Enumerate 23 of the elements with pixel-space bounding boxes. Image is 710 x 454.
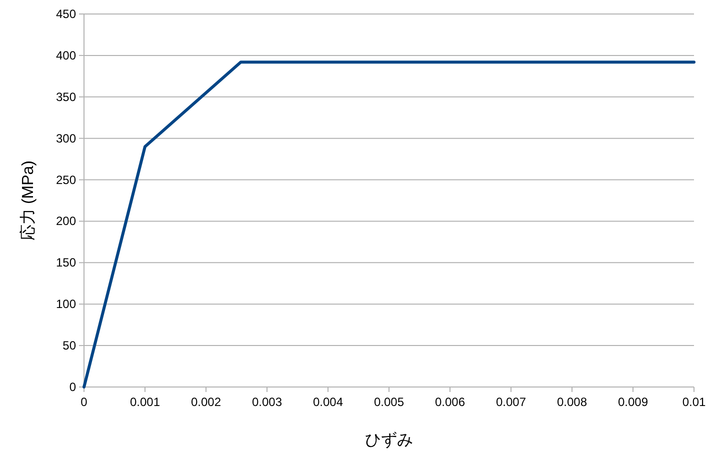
x-tick-label: 0.009 — [618, 395, 648, 409]
y-axis-title: 応力 (MPa) — [19, 160, 37, 240]
y-tick-label: 250 — [56, 172, 76, 187]
x-tick-label: 0.005 — [374, 395, 404, 409]
x-tick-label: 0.006 — [434, 395, 466, 409]
y-tick-label: 50 — [62, 338, 76, 353]
x-tick-label: 0.001 — [130, 395, 160, 409]
y-tick-label: 450 — [56, 7, 76, 21]
y-tick-label: 150 — [56, 256, 76, 270]
y-tick-label: 350 — [56, 90, 76, 104]
y-tick-label: 100 — [56, 297, 76, 312]
x-tick-label: 0.002 — [190, 395, 222, 409]
x-tick-label: 0.01 — [682, 395, 706, 409]
x-tick-label: 0.004 — [312, 395, 344, 409]
x-tick-label: 0 — [80, 395, 88, 409]
x-tick-label: 0.007 — [496, 395, 526, 409]
x-axis-title: ひずみ — [365, 431, 413, 449]
y-tick-label: 300 — [56, 131, 76, 146]
y-tick-label: 200 — [56, 214, 76, 228]
x-tick-label: 0.003 — [252, 395, 282, 409]
y-tick-label: 0 — [69, 380, 76, 394]
x-tick-label: 0.008 — [556, 395, 588, 409]
y-tick-label: 400 — [56, 48, 76, 62]
